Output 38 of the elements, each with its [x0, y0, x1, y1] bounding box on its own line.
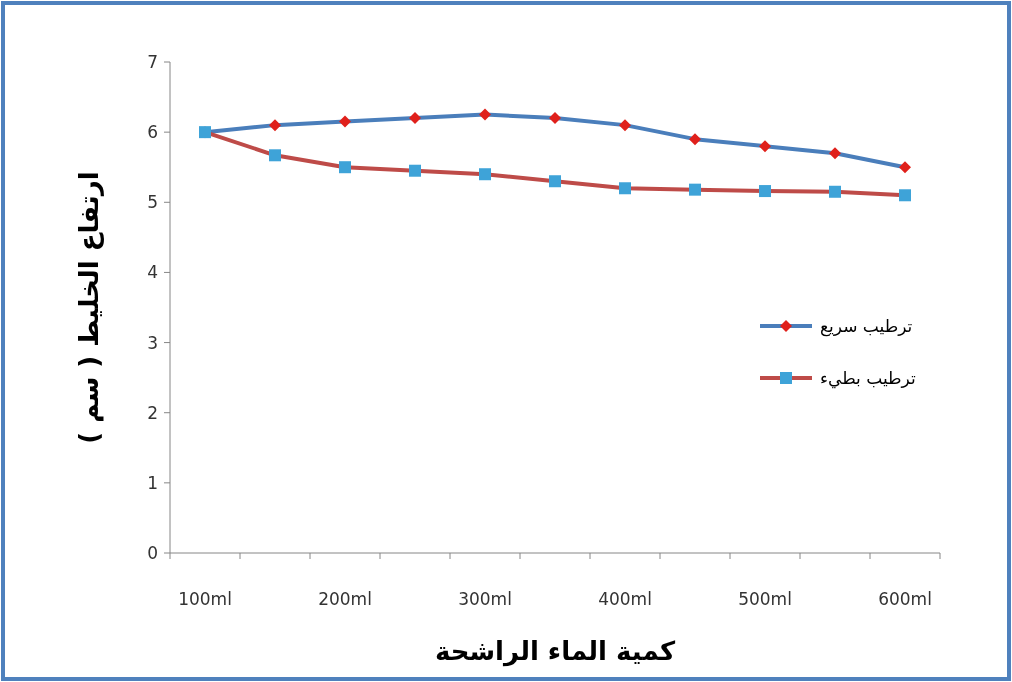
point — [689, 133, 701, 146]
point — [339, 115, 351, 128]
point — [409, 112, 421, 125]
x-tick-label: 500ml — [738, 589, 792, 609]
y-tick-label: 1 — [147, 472, 158, 493]
point — [899, 189, 911, 202]
y-tick-label: 5 — [147, 192, 158, 213]
x-tick-label: 100ml — [178, 589, 232, 609]
point — [409, 164, 421, 177]
point — [269, 149, 281, 162]
point — [759, 140, 771, 153]
point — [619, 182, 631, 195]
point — [759, 185, 771, 198]
y-tick-label: 7 — [147, 52, 158, 72]
y-tick-label: 6 — [147, 122, 158, 143]
point — [829, 185, 841, 198]
x-tick-label: 600ml — [878, 589, 932, 609]
point — [549, 175, 561, 188]
x-tick-label: 300ml — [458, 589, 512, 609]
x-tick-label: 400ml — [598, 589, 652, 609]
point — [339, 161, 351, 174]
point — [479, 168, 491, 181]
point — [549, 112, 561, 125]
legend-label: ترطيب سريع — [820, 316, 913, 337]
y-axis-title: ارتفاع الخليط ( سم ) — [74, 171, 104, 444]
y-tick-label: 3 — [147, 332, 158, 353]
legend-label: ترطيب بطيء — [820, 368, 916, 389]
point — [689, 183, 701, 196]
x-tick-label: 200ml — [318, 589, 372, 609]
point — [269, 119, 281, 132]
y-tick-label: 0 — [147, 543, 158, 563]
point — [899, 161, 911, 174]
point — [829, 147, 841, 160]
point — [619, 119, 631, 132]
point — [479, 108, 491, 121]
y-tick-label: 4 — [147, 262, 158, 283]
y-tick-label: 2 — [147, 402, 158, 423]
x-axis-title: كمية الماء الراشحة — [434, 636, 676, 667]
